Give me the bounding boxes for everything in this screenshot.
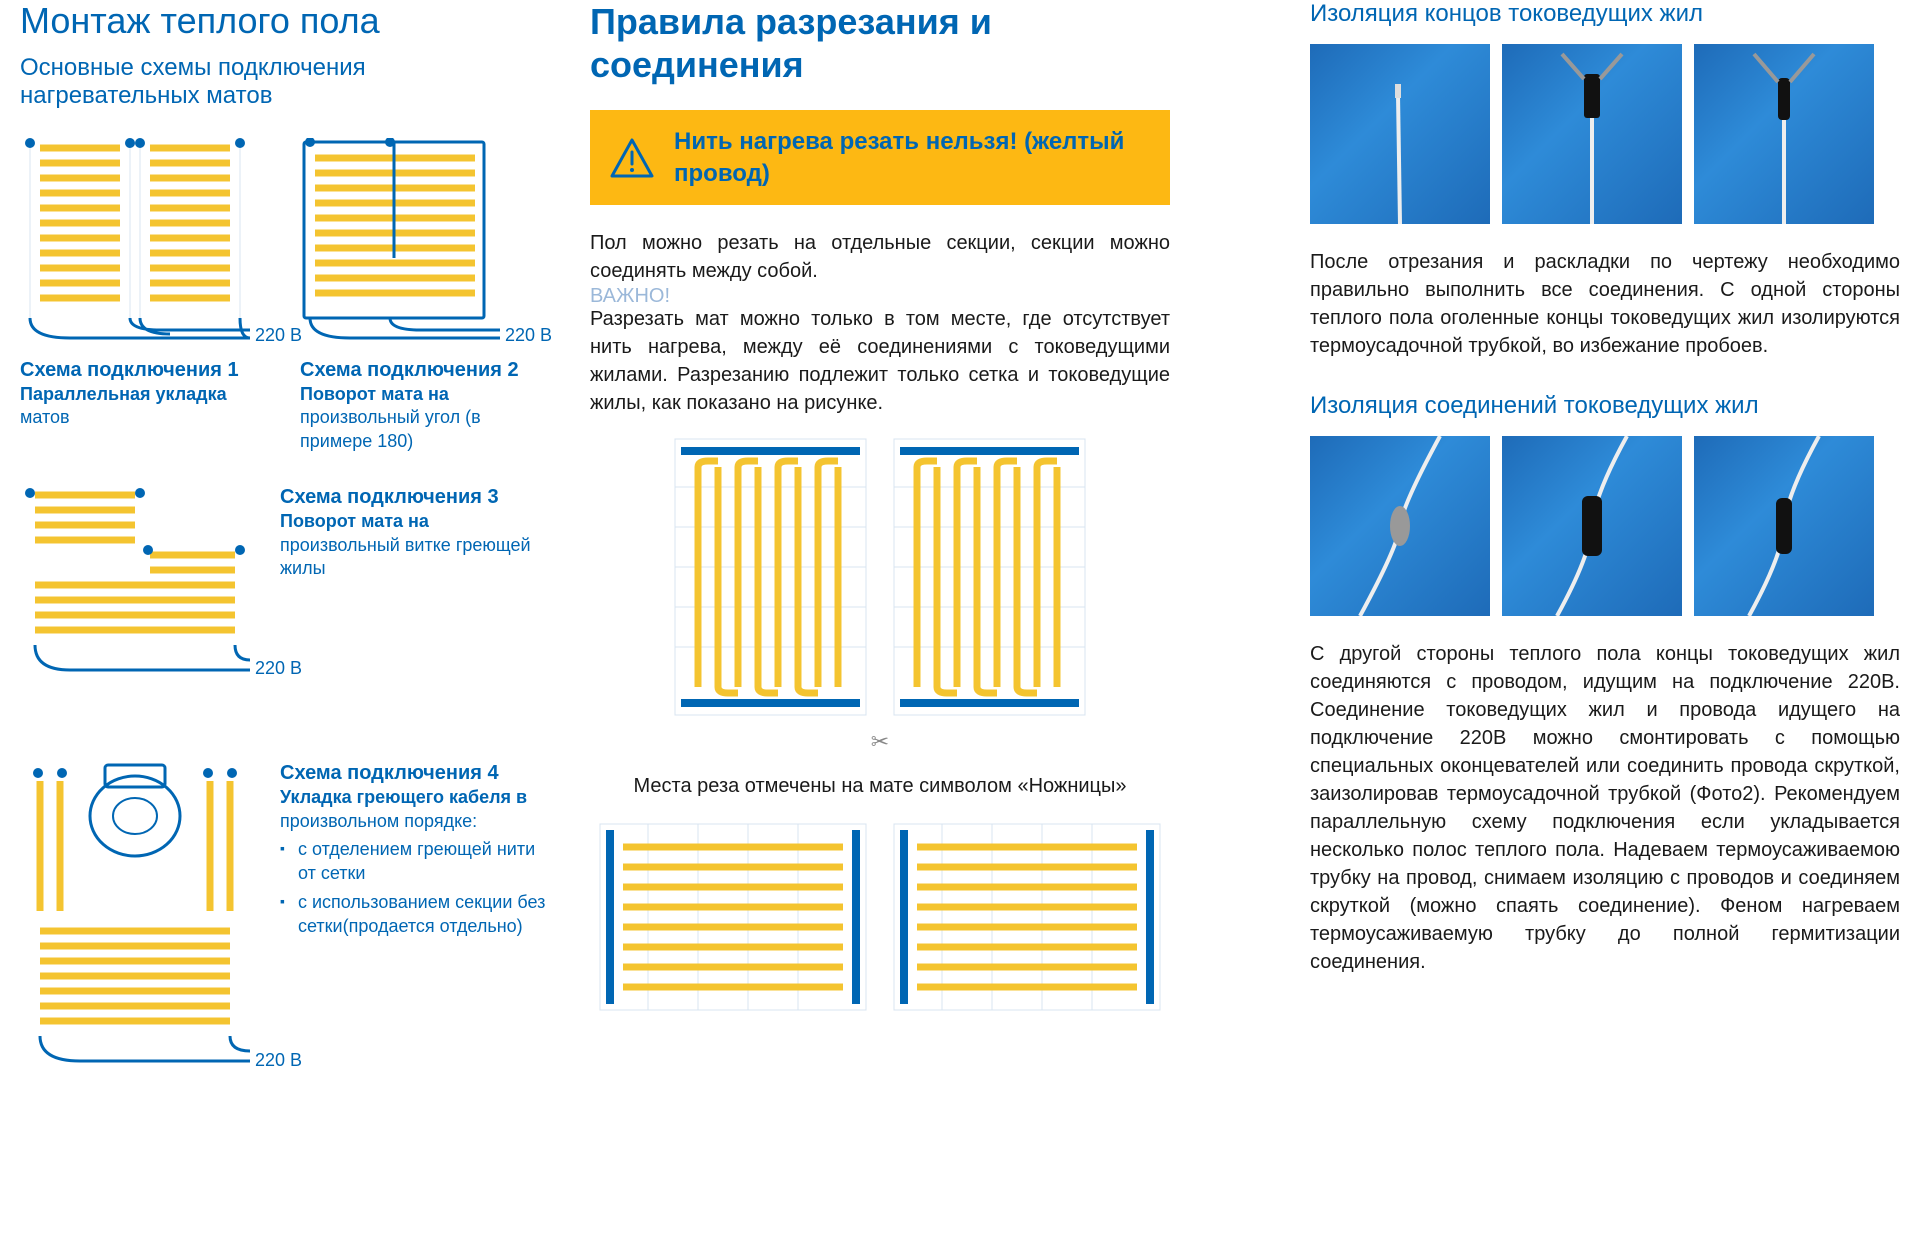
faded-watermark: ВАЖНО! (590, 285, 670, 308)
scheme-3-bold: Поворот мата на (280, 510, 550, 533)
page-title: Монтаж теплого пола (20, 0, 550, 42)
section-1-title: Изоляция концов токоведущих жил (1310, 0, 1900, 28)
scheme-2-title: Схема подключения 2 (300, 358, 550, 383)
volt-label: 220 В (255, 1050, 302, 1071)
rules-title: Правила разрезания и соединения (590, 0, 1170, 86)
list-item: с отделением греющей нити от сетки (280, 837, 550, 886)
mat-diagram (892, 437, 1087, 717)
mat-diagram-wide (598, 822, 868, 1012)
mat-diagram-wide (892, 822, 1162, 1012)
left-subtitle: Основные схемы подключения нагревательны… (20, 54, 550, 110)
mat-pair-bottom (590, 822, 1170, 1012)
volt-label: 220 В (255, 325, 302, 346)
photo-row-2 (1310, 436, 1900, 616)
section-1-para: После отрезания и раскладки по чертежу н… (1310, 248, 1900, 360)
warning-icon (610, 138, 654, 178)
section-2-para: С другой стороны теплого пола концы токо… (1310, 640, 1900, 976)
mat-pair-top (590, 437, 1170, 717)
volt-label: 220 В (255, 658, 302, 679)
scheme-3-title: Схема подключения 3 (280, 485, 550, 510)
scheme-2-bold: Поворот мата на (300, 383, 550, 406)
list-item: с использованием секции без сетки(продае… (280, 890, 550, 939)
scheme-4-rest: произвольном порядке: (280, 810, 550, 833)
scheme-1: 220 В Схема подключения 1 Параллельная у… (20, 138, 250, 453)
mid-para-1: Пол можно резать на отдельные секции, се… (590, 229, 1170, 285)
warning-box: Нить нагрева резать нельзя! (желтый пров… (590, 110, 1170, 204)
scheme-1-rest: матов (20, 406, 250, 429)
photo-row-1 (1310, 44, 1900, 224)
photo-wire-end-bare (1310, 44, 1490, 224)
mid-para-2: Разрезать мат можно только в том месте, … (590, 305, 1170, 417)
scheme-3-rest: произвольный витке греющей жилы (280, 534, 550, 581)
scheme-4-list: с отделением греющей нити от сетки с исп… (280, 837, 550, 938)
scheme-2-rest: произвольный угол (в примере 180) (300, 406, 550, 453)
photo-splice-sleeve (1502, 436, 1682, 616)
scheme-4-title: Схема подключения 4 (280, 761, 550, 786)
scissors-icon: ✂ (590, 729, 1170, 755)
mat-diagram (673, 437, 868, 717)
scheme-4-bold: Укладка греющего кабеля в (280, 786, 550, 809)
left-column: Монтаж теплого пола Основные схемы подкл… (20, 0, 550, 1240)
volt-label: 220 В (505, 325, 552, 346)
right-column: Изоляция концов токоведущих жил После от… (1310, 0, 1900, 1240)
scheme-2: 220 В Схема подключения 2 Поворот мата н… (300, 138, 550, 453)
photo-wire-end-sleeve (1502, 44, 1682, 224)
scheme-1-diagram (20, 138, 250, 348)
scheme-4-diagram (20, 761, 250, 1081)
scheme-1-bold: Параллельная укладка (20, 383, 250, 406)
scheme-3: 220 В Схема подключения 3 Поворот мата н… (20, 485, 550, 695)
schemes-row-1-2: 220 В Схема подключения 1 Параллельная у… (20, 138, 550, 453)
section-2-title: Изоляция соединений токоведущих жил (1310, 392, 1900, 420)
photo-splice-bare (1310, 436, 1490, 616)
photo-splice-shrunk (1694, 436, 1874, 616)
mat-caption: Места реза отмечены на мате символом «Но… (590, 775, 1170, 798)
scheme-4: 220 В Схема подключения 4 Укладка греюще… (20, 761, 550, 1091)
middle-column: Правила разрезания и соединения Нить наг… (590, 0, 1170, 1240)
warning-text: Нить нагрева резать нельзя! (желтый пров… (674, 126, 1150, 188)
scheme-1-title: Схема подключения 1 (20, 358, 250, 383)
photo-wire-end-shrunk (1694, 44, 1874, 224)
scheme-3-diagram (20, 485, 250, 685)
scheme-2-diagram (300, 138, 500, 348)
